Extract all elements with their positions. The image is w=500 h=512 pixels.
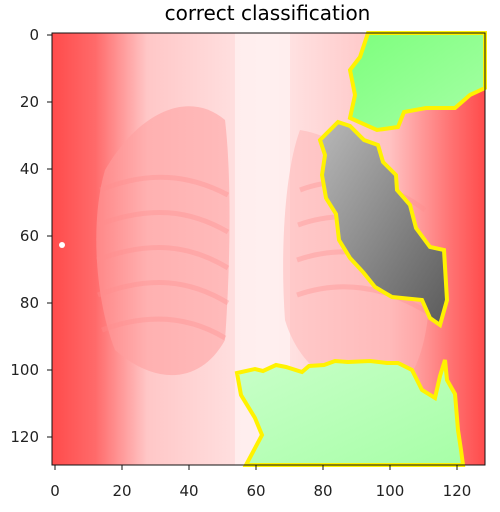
white-marker (59, 242, 65, 248)
y-tick-100: 100 (10, 361, 39, 379)
figure-title: correct classification (164, 1, 371, 25)
y-tick-120: 120 (10, 428, 39, 446)
x-axis: 0 20 40 60 80 100 120 (50, 465, 471, 500)
xray-image (52, 31, 487, 467)
y-tick-80: 80 (20, 294, 39, 312)
y-axis: 0 20 40 60 80 100 120 (10, 26, 52, 446)
x-tick-20: 20 (112, 482, 131, 500)
x-tick-40: 40 (179, 482, 198, 500)
neutral-region (317, 119, 450, 329)
left-lung-region (96, 106, 230, 376)
y-tick-60: 60 (20, 227, 39, 245)
x-tick-80: 80 (313, 482, 332, 500)
top-right-positive-region (347, 31, 487, 133)
x-tick-60: 60 (246, 482, 265, 500)
y-tick-20: 20 (20, 93, 39, 111)
y-tick-0: 0 (29, 26, 39, 44)
x-tick-0: 0 (50, 482, 60, 500)
x-tick-100: 100 (376, 482, 405, 500)
y-tick-40: 40 (20, 160, 39, 178)
x-tick-120: 120 (443, 482, 472, 500)
plot-frame (51, 32, 486, 466)
